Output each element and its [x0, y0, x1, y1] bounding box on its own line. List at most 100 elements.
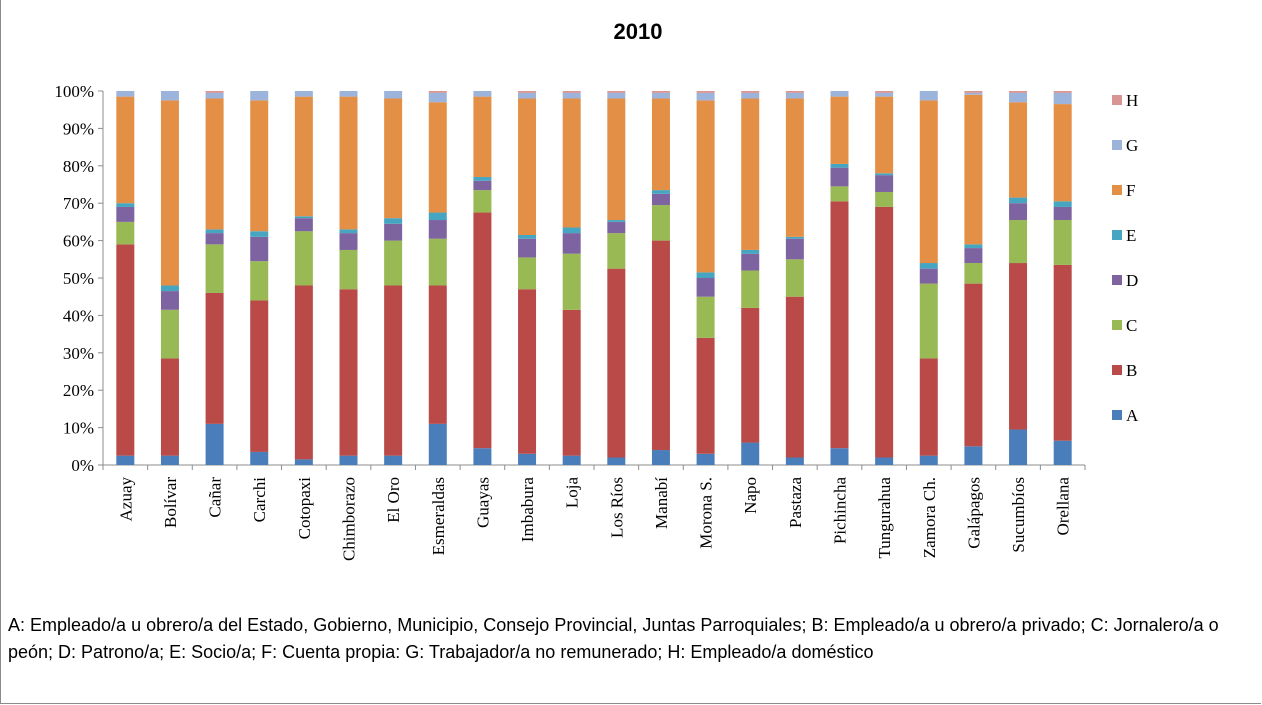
bar-segment-g — [205, 92, 224, 99]
bar-segment-h — [651, 91, 670, 93]
bar-segment-a — [250, 451, 269, 465]
bar-segment-d — [473, 180, 492, 191]
bar-segment-f — [785, 98, 804, 237]
bar-segment-h — [428, 91, 447, 93]
x-tick-label: Los Ríos — [607, 477, 626, 538]
bar-segment-f — [607, 98, 626, 221]
bar-segment-g — [741, 92, 760, 99]
y-tick-label: 40% — [63, 306, 94, 325]
bar-segment-g — [160, 91, 179, 101]
bar-segment-g — [1053, 92, 1072, 105]
bar-segment-b — [205, 292, 224, 424]
bar-segment-a — [473, 448, 492, 465]
y-tick-label: 80% — [63, 157, 94, 176]
y-tick-label: 50% — [63, 269, 94, 288]
bar-segment-g — [696, 92, 715, 101]
bar-segment-f — [830, 96, 849, 164]
bar-segment-e — [875, 173, 894, 176]
bar-segment-c — [205, 244, 224, 293]
bar-segment-d — [205, 233, 224, 245]
bar-segment-d — [384, 223, 403, 241]
bar-segment-c — [428, 238, 447, 286]
bar-segment-b — [919, 358, 938, 456]
bar-segment-d — [785, 238, 804, 260]
bar-segment-b — [428, 285, 447, 424]
bar-segment-f — [428, 102, 447, 213]
bar-segment-d — [875, 175, 894, 192]
x-tick-label: Cotopaxi — [295, 477, 314, 540]
bar-segment-a — [384, 455, 403, 465]
bar-segment-e — [1009, 197, 1028, 204]
bar-segment-b — [696, 337, 715, 454]
legend-label-f: F — [1126, 181, 1135, 200]
y-tick-label: 100% — [54, 82, 94, 101]
bar-segment-f — [964, 94, 983, 245]
bar-segment-b — [518, 289, 537, 454]
bar-segment-c — [651, 205, 670, 241]
bar-segment-f — [250, 100, 269, 232]
bar-segment-a — [696, 453, 715, 465]
bar-segment-d — [250, 236, 269, 262]
legend-swatch-g — [1112, 140, 1122, 150]
x-tick-label: El Oro — [384, 477, 403, 523]
bar-segment-g — [1009, 92, 1028, 103]
bar-segment-g — [473, 91, 492, 97]
bar-segment-b — [785, 296, 804, 458]
bar-segment-b — [651, 240, 670, 451]
bar-segment-g — [294, 91, 313, 97]
bar-segment-c — [294, 231, 313, 286]
chart-area: 2010 0% 10% 20% 30% 40% 50% 60% 70% 80% 90% 100% Az… — [54, 19, 1139, 561]
bar-segment-c — [116, 221, 135, 245]
bar-segment-c — [875, 191, 894, 207]
bar-segment-g — [562, 92, 581, 99]
bar-segment-h — [875, 91, 894, 93]
legend-label-a: A — [1126, 406, 1139, 425]
bar-segment-g — [250, 91, 269, 101]
legend-swatch-h — [1112, 95, 1122, 105]
bar-segment-b — [830, 201, 849, 449]
x-tick-label: Loja — [563, 477, 582, 509]
x-tick-label: Galápagos — [964, 477, 983, 549]
bar-segment-g — [518, 92, 537, 99]
bar-segment-c — [339, 249, 358, 290]
bar-segment-b — [250, 300, 269, 452]
bar-segment-c — [830, 186, 849, 202]
bar-segment-c — [696, 296, 715, 338]
bar-segment-e — [250, 231, 269, 237]
bar-segment-e — [696, 272, 715, 278]
bar-segment-e — [562, 227, 581, 234]
bar-segment-e — [785, 236, 804, 239]
bar-segment-g — [116, 91, 135, 97]
bar-segment-a — [562, 455, 581, 465]
x-tick-label: Carchi — [250, 477, 269, 523]
y-tick-label: 90% — [63, 119, 94, 138]
bar-segment-a — [651, 450, 670, 465]
bar-segment-b — [1053, 264, 1072, 441]
legend-swatch-c — [1112, 320, 1122, 330]
bar-segment-a — [964, 446, 983, 465]
x-tick-label: Sucumbíos — [1009, 477, 1028, 553]
bar-segment-e — [473, 177, 492, 181]
bar-segment-e — [1053, 201, 1072, 207]
bar-segment-f — [875, 96, 894, 174]
bar-segment-a — [160, 455, 179, 465]
bar-segment-b — [741, 307, 760, 443]
x-tick-label: Pastaza — [786, 477, 805, 528]
bar-segment-a — [919, 455, 938, 465]
bar-segment-f — [473, 96, 492, 178]
bar-segment-d — [294, 218, 313, 232]
bar-segment-e — [919, 263, 938, 269]
legend-label-h: H — [1126, 91, 1138, 110]
bar-segment-d — [160, 291, 179, 310]
bar-segment-d — [1053, 206, 1072, 221]
legend-swatch-d — [1112, 275, 1122, 285]
bar-segment-d — [696, 278, 715, 297]
bar-segment-c — [919, 283, 938, 359]
bar-segment-e — [116, 203, 135, 207]
legend-swatch-a — [1112, 410, 1122, 420]
bar-segment-g — [785, 92, 804, 99]
y-tick-label: 30% — [63, 344, 94, 363]
bar-segment-f — [116, 96, 135, 204]
x-tick-label: Cañar — [206, 477, 225, 518]
